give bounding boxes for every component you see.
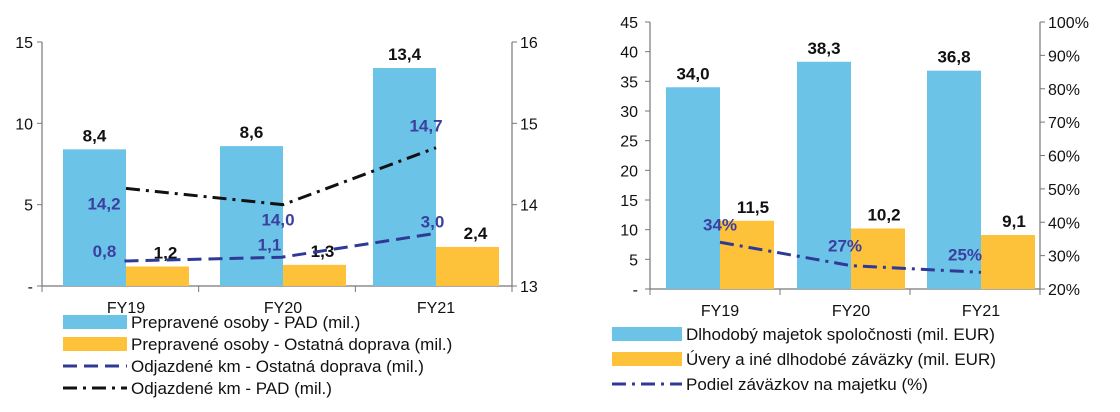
legend-label: Podiel záväzkov na majetku (%) bbox=[686, 375, 928, 394]
line-data-label: 27% bbox=[828, 237, 862, 256]
category-label: FY21 bbox=[417, 300, 455, 317]
bar bbox=[63, 149, 126, 286]
left-axis-tick-label: 5 bbox=[629, 252, 638, 269]
right-axis-tick-label: 60% bbox=[1048, 149, 1080, 166]
line-data-label: 14,7 bbox=[409, 117, 442, 136]
right-axis-tick-label: 16 bbox=[520, 35, 538, 52]
bar-data-label: 9,1 bbox=[1002, 212, 1026, 231]
right-axis-tick-label: 90% bbox=[1048, 48, 1080, 65]
right-axis-tick-label: 70% bbox=[1048, 115, 1080, 132]
left-axis-tick-label: 20 bbox=[620, 163, 638, 180]
bar bbox=[981, 235, 1035, 289]
bar bbox=[666, 87, 720, 290]
bar bbox=[373, 68, 436, 286]
right-axis-tick-label: 14 bbox=[520, 198, 538, 215]
legend-swatch bbox=[63, 315, 127, 329]
legend-label: Odjazdené km - Ostatná doprava (mil.) bbox=[131, 357, 424, 376]
bar-data-label: 13,4 bbox=[388, 45, 422, 64]
left-axis-tick-label: 25 bbox=[620, 134, 638, 151]
bar-data-label: 1,2 bbox=[154, 243, 178, 262]
line-data-label: 14,0 bbox=[261, 211, 294, 230]
bar-data-label: 8,4 bbox=[83, 126, 107, 145]
line-data-label: 34% bbox=[703, 215, 737, 234]
right-axis-tick-label: 100% bbox=[1048, 15, 1089, 32]
bar bbox=[436, 246, 499, 286]
left-axis-tick-label: 10 bbox=[620, 223, 638, 240]
right-axis-tick-label: 15 bbox=[520, 116, 538, 133]
bar bbox=[283, 264, 346, 286]
line-data-label: 14,2 bbox=[87, 194, 120, 213]
series-line bbox=[124, 232, 435, 263]
legend-label: Odjazdené km - PAD (mil.) bbox=[131, 379, 332, 398]
category-label: FY20 bbox=[832, 303, 870, 320]
left-axis-tick-label: 5 bbox=[24, 198, 33, 215]
legend-swatch bbox=[612, 327, 682, 341]
line-data-label: 0,8 bbox=[93, 242, 117, 261]
right-axis-tick-label: 30% bbox=[1048, 249, 1080, 266]
right-axis-tick-label: 40% bbox=[1048, 215, 1080, 232]
bar-data-label: 11,5 bbox=[737, 198, 769, 217]
bar-data-label: 8,6 bbox=[240, 123, 264, 142]
left-axis-tick-label: 40 bbox=[620, 45, 638, 62]
bar-data-label: 10,2 bbox=[867, 205, 900, 224]
bar bbox=[126, 266, 189, 286]
category-label: FY21 bbox=[962, 303, 1000, 320]
legend-label: Dlhodobý majetok spoločnosti (mil. EUR) bbox=[686, 325, 995, 344]
left-axis-tick-label: - bbox=[28, 279, 33, 296]
right-axis-tick-label: 20% bbox=[1048, 282, 1080, 299]
bar-data-label: 2,4 bbox=[464, 224, 488, 243]
legend-label: Prepravené osoby - Ostatná doprava (mil.… bbox=[131, 335, 452, 354]
right-axis-tick-label: 80% bbox=[1048, 82, 1080, 99]
bar bbox=[220, 146, 283, 286]
category-label: FY19 bbox=[701, 303, 739, 320]
bar-data-label: 38,3 bbox=[807, 39, 840, 58]
right-axis-tick-label: 50% bbox=[1048, 182, 1080, 199]
category-label: FY19 bbox=[107, 300, 145, 317]
left-axis-tick-label: 45 bbox=[620, 15, 638, 32]
bar bbox=[797, 61, 851, 290]
line-data-label: 25% bbox=[948, 245, 982, 264]
legend-swatch bbox=[63, 337, 127, 351]
line-data-label: 3,0 bbox=[421, 213, 445, 232]
bar bbox=[927, 70, 981, 289]
left-axis-tick-label: - bbox=[633, 282, 638, 299]
line-data-label: 1,1 bbox=[258, 235, 282, 254]
right-axis-tick-label: 13 bbox=[520, 279, 538, 296]
left-axis-tick-label: 30 bbox=[620, 104, 638, 121]
series-line bbox=[125, 146, 437, 207]
legend-label: Prepravené osoby - PAD (mil.) bbox=[131, 313, 360, 332]
category-label: FY20 bbox=[264, 300, 302, 317]
bar bbox=[851, 228, 905, 289]
left-axis-tick-label: 10 bbox=[15, 116, 33, 133]
legend-swatch bbox=[612, 352, 682, 366]
left-axis-tick-label: 15 bbox=[620, 193, 638, 210]
bar-data-label: 36,8 bbox=[937, 48, 970, 67]
left-axis-tick-label: 35 bbox=[620, 74, 638, 91]
left-axis-tick-label: 15 bbox=[15, 35, 33, 52]
bar-data-label: 34,0 bbox=[676, 64, 709, 83]
legend-label: Úvery a iné dlhodobé záväzky (mil. EUR) bbox=[686, 350, 996, 369]
bar bbox=[720, 220, 774, 289]
